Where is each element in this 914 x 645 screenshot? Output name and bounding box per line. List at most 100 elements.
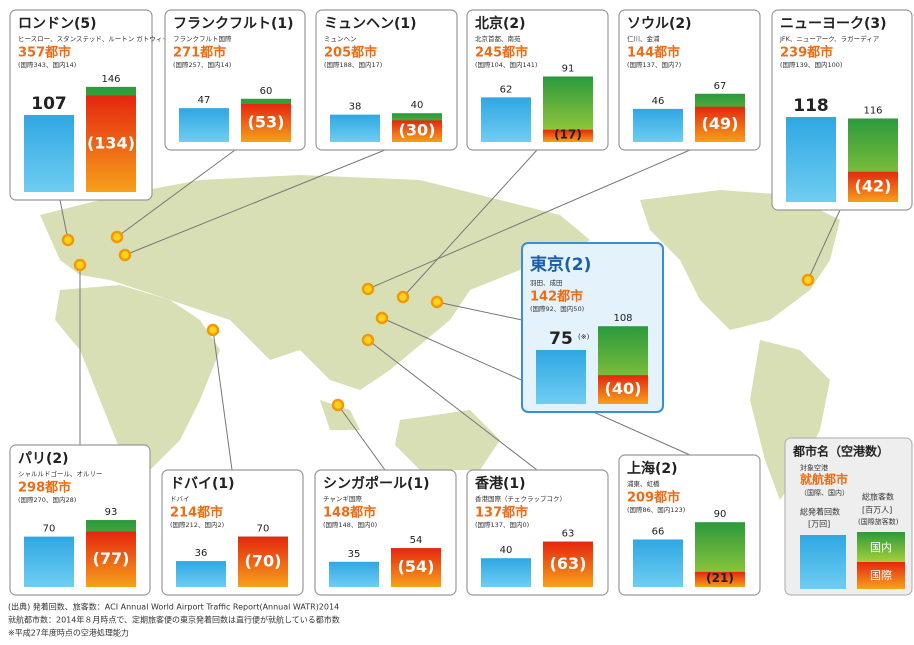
departures-bar [329,561,379,587]
passengers-label: 67 [714,81,727,92]
breakdown: (国際343、国内14) [18,60,76,69]
departures-bar [179,108,229,142]
legend-departures: 総発着回数 [800,507,840,517]
international-label: (53) [248,112,285,131]
airport-dots [61,230,815,412]
legend-blue [800,535,846,589]
international-label: (42) [855,176,892,195]
city-count: 298都市 [18,480,71,496]
international-bar [238,536,288,587]
international-bar [241,103,291,142]
city-count: 245都市 [475,45,528,61]
departures-label: 118 [793,96,829,116]
legend-breakdown: （国際、国内） [800,488,849,497]
departures-bar [481,97,531,142]
city-count: 239都市 [780,45,833,61]
airports: シャルルドゴール、オルリー [18,469,103,478]
passengers-label: 40 [411,100,424,111]
city-panel: 東京(2) 羽田、成田 142都市(国際92、国内50) 75 (※) 108 (40) [521,242,664,413]
city-name: ドバイ(1) [170,476,235,492]
international-label: (21) [706,571,734,585]
international-label: (63) [550,554,587,573]
departures-bar [330,114,380,142]
airports: ミュンヘン [324,35,357,43]
footnote: (出典) 発着回数、旅客数：ACI Annual World Airport T… [8,602,339,612]
passengers-label: 108 [613,313,632,324]
international-label: (54) [398,557,435,576]
legend-green [857,532,905,562]
city-count: 137都市 [475,505,528,521]
international-bar [598,375,648,404]
breakdown: (国際270、国内28) [18,495,76,504]
international-label: (77) [93,549,130,568]
airports: 浦東、虹橋 [627,479,660,488]
airports: 羽田、成田 [530,278,563,287]
breakdown: (国際137、国内7) [627,60,681,69]
city-count: 271都市 [173,45,226,61]
departures-bar [536,350,586,404]
legend-cities: 就航都市 [800,472,848,487]
city-name: フランクフルト(1) [173,16,294,32]
city-panel: ソウル(2) 仁川、金浦 144都市(国際137、国内7) 46 67 (49) [618,9,761,151]
breakdown: (国際148、国内0) [323,520,377,529]
city-count: 205都市 [324,45,377,61]
city-count: 142都市 [530,289,583,305]
international-bar [86,531,136,587]
departures-bar [176,561,226,587]
departures-label: 70 [43,524,56,535]
city-panel: フランクフルト(1) フランクフルト国際 271都市(国際257、国内14) 47 60… [164,9,306,151]
departures-label: 38 [349,102,362,113]
departures-label: 47 [198,95,211,106]
passengers-label: 116 [863,105,882,116]
international-bar [695,571,745,587]
breakdown: (国際137、国内0) [475,520,529,529]
legend-passengers-note: (国際旅客数) [858,517,899,526]
connector-lines [59,149,841,471]
legend-domestic: 国内 [870,540,892,554]
international-label: (70) [245,551,282,570]
departures-bar [24,536,74,587]
international-label: (17) [554,127,582,141]
city-count: 144都市 [627,45,680,61]
international-bar [392,120,442,142]
airports: フランクフルト国際 [173,34,232,43]
departures-bar [24,114,74,192]
city-panel: 上海(2) 浦東、虹橋 209都市(国際86、国内123) 66 90 (21) [618,454,761,596]
passengers-label: 93 [105,507,118,518]
footnotes: (出典) 発着回数、旅客数：ACI Annual World Airport T… [8,602,340,638]
airports: JFK、ニューアーク、ラガーディア [779,34,880,43]
footnote: 就航都市数：2014年８月時点で、定期旅客便の東京発着回数は直行便が就航している… [8,615,340,625]
departures-bar [481,558,531,587]
passengers-label: 60 [260,86,273,97]
passengers-label: 90 [714,509,727,520]
city-panel: ミュンヘン(1) ミュンヘン 205都市(国際188、国内17) 38 40 (30) [315,9,458,151]
departures-label: 40 [500,545,513,556]
international-bar [543,129,593,142]
city-name: 東京(2) [530,254,591,275]
city-count: 357都市 [18,45,71,61]
city-panel: 香港(1) 香港国際（チェクラップコク） 137都市(国際137、国内0) 40 63 (… [466,469,609,596]
international-label: (40) [605,379,642,398]
legend-passengers: 総旅客数 [862,492,894,502]
city-name: 上海(2) [627,460,678,477]
city-panel: パリ(2) シャルルドゴール、オルリー 298都市(国際270、国内28) 70 93 (… [9,444,151,596]
legend-title: 都市名（空港数） [792,444,889,459]
departures-bar [786,117,836,202]
footnote: ※平成27年度時点の空港処理能力 [8,628,129,638]
departures-label: 46 [652,96,665,107]
international-bar [543,541,593,587]
international-bar [695,106,745,142]
legend-departures-unit: [万回] [808,520,830,529]
city-panel: ロンドン(5) ヒースロー、スタンステッド、ルートン ガトウィック、シティ 357都… [9,9,200,201]
city-name: 香港(1) [474,475,526,492]
airports: 北京首都、南苑 [475,34,521,43]
legend: 都市名（空港数） 対象空港 就航都市 （国際、国内） 総発着回数 [万回] 総旅… [784,437,913,596]
legend-international: 国際 [870,569,892,582]
city-count: 214都市 [170,505,223,521]
international-label: (30) [399,121,436,140]
city-name: ニューヨーク(3) [780,16,887,32]
airports: 香港国際（チェクラップコク） [475,494,566,503]
city-count: 148都市 [323,505,376,521]
city-name: 北京(2) [475,15,526,32]
